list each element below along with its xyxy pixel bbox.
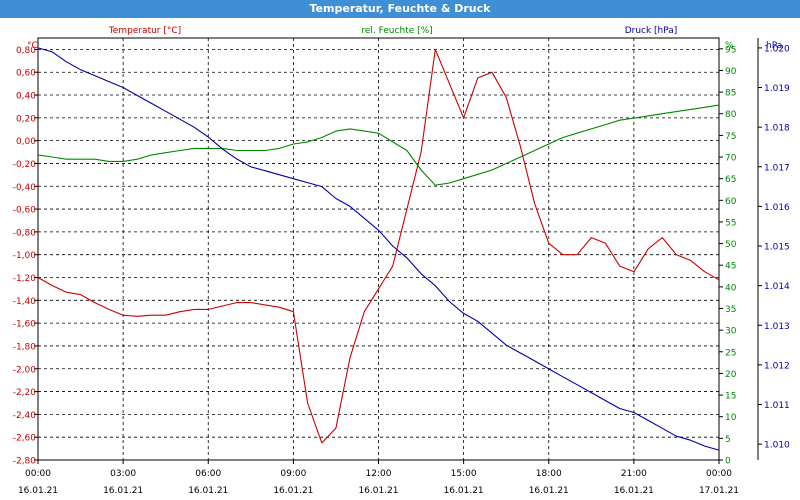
temperature-tick-label: -0,40 bbox=[13, 183, 37, 193]
legend: Temperatur [°C] rel. Feuchte [%] Druck [hP… bbox=[108, 26, 677, 36]
humidity-tick-label: 85 bbox=[725, 89, 736, 99]
humidity-tick-label: 25 bbox=[725, 348, 736, 358]
date-tick-label: 16.01.21 bbox=[444, 486, 484, 496]
humidity-axis-unit: % bbox=[725, 41, 734, 51]
series-line-temperature bbox=[37, 48, 720, 444]
temperature-tick-label: -2,20 bbox=[13, 388, 37, 398]
humidity-tick-label: 20 bbox=[725, 370, 737, 380]
humidity-tick-label: 30 bbox=[725, 327, 737, 337]
temperature-tick-label: -1,80 bbox=[13, 342, 37, 352]
date-tick-label: 16.01.21 bbox=[529, 486, 569, 496]
series-line-humidity bbox=[37, 104, 720, 186]
date-tick-label: 16.01.21 bbox=[103, 486, 143, 496]
time-tick-label: 03:00 bbox=[110, 469, 136, 479]
pressure-tick-label: 1.014 bbox=[764, 282, 790, 292]
temperature-tick-label: -0,60 bbox=[13, 206, 37, 216]
pressure-tick-label: 1.019 bbox=[764, 84, 790, 94]
temperature-axis-unit: °C bbox=[27, 41, 38, 51]
time-tick-label: 06:00 bbox=[195, 469, 221, 479]
grid-lines bbox=[38, 38, 719, 460]
temperature-tick-label: 0,40 bbox=[16, 92, 36, 102]
time-tick-label: 09:00 bbox=[280, 469, 306, 479]
date-tick-label: 16.01.21 bbox=[273, 486, 313, 496]
date-tick-label: 16.01.21 bbox=[18, 486, 58, 496]
time-tick-label: 21:00 bbox=[621, 469, 647, 479]
time-tick-label: 15:00 bbox=[451, 469, 477, 479]
legend-entry-0: Temperatur [°C] bbox=[108, 26, 181, 36]
pressure-tick-label: 1.013 bbox=[764, 322, 790, 332]
pressure-tick-label: 1.015 bbox=[764, 243, 790, 253]
humidity-tick-label: 95 bbox=[725, 45, 736, 55]
pressure-tick-label: 1.017 bbox=[764, 163, 790, 173]
temperature-tick-label: -1,60 bbox=[13, 320, 37, 330]
temperature-tick-label: -2,60 bbox=[13, 434, 37, 444]
temperature-tick-label: -0,80 bbox=[13, 228, 37, 238]
humidity-tick-label: 80 bbox=[725, 110, 737, 120]
time-tick-label: 12:00 bbox=[366, 469, 392, 479]
time-tick-label: 18:00 bbox=[536, 469, 562, 479]
humidity-tick-label: 5 bbox=[725, 435, 731, 445]
humidity-tick-label: 15 bbox=[725, 392, 736, 402]
humidity-tick-label: 70 bbox=[725, 154, 737, 164]
humidity-tick-label: 10 bbox=[725, 413, 737, 423]
series-lines bbox=[37, 47, 720, 451]
humidity-tick-label: 40 bbox=[725, 283, 737, 293]
chart-canvas: °C0,80 0,60 0,40 0,20 0,00 -0,20 -0,40 -0,60 -0,… bbox=[13, 26, 790, 496]
humidity-tick-label: 35 bbox=[725, 305, 736, 315]
humidity-tick-label: 45 bbox=[725, 262, 736, 272]
temperature-axis: °C0,80 0,60 0,40 0,20 0,00 -0,20 -0,40 -0,60 -0,… bbox=[13, 41, 38, 467]
time-axis: 00:00 16.01.21 03:00 16.01.21 06:00 16.01.21 0… bbox=[18, 460, 739, 496]
chart-title: Temperatur, Feuchte & Druck bbox=[0, 0, 800, 18]
temperature-tick-label: 0,80 bbox=[16, 46, 36, 56]
temperature-tick-label: -2,80 bbox=[13, 457, 37, 467]
temperature-tick-label: -2,40 bbox=[13, 411, 37, 421]
temperature-tick-label: -0,20 bbox=[13, 160, 37, 170]
temperature-tick-label: 0,60 bbox=[16, 69, 36, 79]
temperature-tick-label: 0,00 bbox=[16, 137, 36, 147]
temperature-tick-label: -2,00 bbox=[13, 365, 37, 375]
humidity-tick-label: 0 bbox=[725, 457, 731, 467]
temperature-tick-label: -1,00 bbox=[13, 251, 37, 261]
pressure-tick-label: 1.010 bbox=[764, 441, 790, 451]
pressure-tick-label: 1.020 bbox=[764, 44, 790, 54]
humidity-tick-label: 60 bbox=[725, 197, 737, 207]
pressure-axis-unit: hPa bbox=[766, 41, 782, 51]
legend-entry-2: Druck [hPa] bbox=[625, 26, 678, 36]
date-tick-label: 17.01.21 bbox=[699, 486, 739, 496]
humidity-tick-label: 50 bbox=[725, 240, 737, 250]
humidity-tick-label: 55 bbox=[725, 218, 736, 228]
time-tick-label: 00:00 bbox=[25, 469, 51, 479]
pressure-tick-label: 1.011 bbox=[764, 401, 790, 411]
pressure-tick-label: 1.018 bbox=[764, 124, 790, 134]
humidity-tick-label: 90 bbox=[725, 67, 737, 77]
humidity-tick-label: 75 bbox=[725, 132, 736, 142]
date-tick-label: 16.01.21 bbox=[188, 486, 228, 496]
temperature-tick-label: -1,40 bbox=[13, 297, 37, 307]
temperature-tick-label: -1,20 bbox=[13, 274, 37, 284]
series-line-pressure bbox=[37, 47, 720, 451]
date-tick-label: 16.01.21 bbox=[614, 486, 654, 496]
time-tick-label: 00:00 bbox=[706, 469, 732, 479]
date-tick-label: 16.01.21 bbox=[358, 486, 398, 496]
pressure-tick-label: 1.016 bbox=[764, 203, 790, 213]
legend-entry-1: rel. Feuchte [%] bbox=[361, 26, 432, 36]
temperature-tick-label: 0,20 bbox=[16, 114, 36, 124]
humidity-tick-label: 65 bbox=[725, 175, 736, 185]
pressure-tick-label: 1.012 bbox=[764, 361, 790, 371]
